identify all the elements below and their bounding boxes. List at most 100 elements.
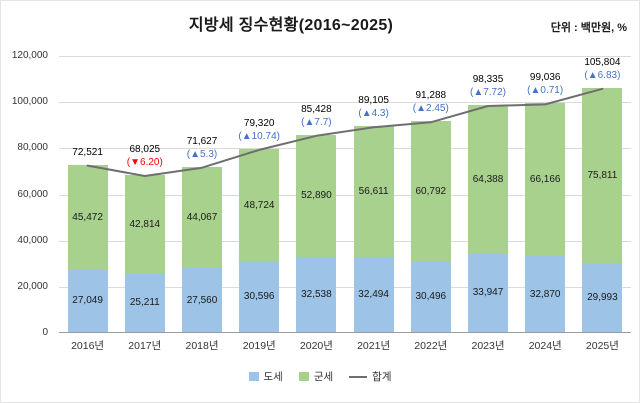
segment-value-label: 44,067 [186,212,218,224]
segment-value-label: 75,811 [587,169,618,181]
x-tick-label: 2021년 [357,340,391,352]
total-label: 72,521 [72,146,103,159]
legend-item-total: 합계 [349,369,391,384]
gunse-segment: 56,611 [353,126,394,257]
gunse-segment: 75,811 [582,87,623,263]
segment-value-label: 64,388 [472,173,504,185]
pct-change-label: (▲6.83) [584,69,621,81]
x-tick-label: 2025년 [585,340,619,352]
gridline [59,56,631,57]
x-tick-label: 2023년 [471,340,505,352]
dose-segment: 27,560 [182,268,222,332]
dose-segment: 32,870 [525,256,566,332]
dose-segment: 30,496 [410,261,451,332]
stacked-bar: 45,472 27,049 [67,164,108,332]
gunse-segment: 48,724 [239,148,280,262]
stacked-bar: 52,890 32,538 [296,134,337,332]
x-axis-line [59,332,631,333]
unit-label: 단위 : 백만원, % [550,22,627,34]
segment-value-label: 30,596 [243,291,275,303]
y-tick-label: 0 [42,327,48,338]
x-tick-label: 2018년 [185,340,219,352]
segment-value-label: 52,890 [301,190,332,202]
total-label: 79,320 (▲10.74) [238,117,280,143]
total-value-label: 72,521 [72,146,103,158]
dose-segment: 25,211 [124,273,165,332]
segment-value-label: 48,724 [243,199,275,211]
stacked-bar: 64,388 33,947 [468,105,508,332]
x-tick-label: 2022년 [414,340,448,352]
pct-change-label: (▲0.71) [527,85,564,97]
gunse-segment: 66,166 [525,103,566,257]
plot-area: 45,472 27,049 42,814 25,211 44,067 27,560 48,7… [59,56,631,333]
x-tick-label: 2019년 [242,340,276,352]
total-value-label: 91,288 [415,90,447,102]
total-value-label: 99,036 [529,72,561,84]
segment-value-label: 60,792 [415,185,447,197]
segment-value-label: 32,870 [529,288,561,300]
total-value-label: 85,428 [301,103,332,115]
stacked-bar: 66,166 32,870 [525,103,566,332]
pct-change-label: (▲2.45) [412,103,449,115]
gunse-series-swatch-icon [298,372,309,381]
gridline [59,286,631,288]
segment-value-label: 33,947 [472,287,504,299]
total-value-label: 68,025 [129,143,161,155]
x-axis: 2016년 2017년 2018년 2019년 2020년 2021년 2022년 2023년… [59,338,631,353]
gunse-segment: 60,792 [410,121,451,262]
total-value-label: 105,804 [584,56,621,68]
legend-label-gunse: 군세 [313,371,334,383]
chart-title: 지방세 징수현황(2016~2025) [188,17,394,34]
y-tick-label: 40,000 [17,234,48,246]
segment-value-label: 42,814 [129,218,161,230]
segment-value-label: 66,166 [529,174,561,186]
total-label: 85,428 (▲7.7) [301,103,332,129]
total-line-swatch-icon [349,375,368,378]
y-tick-label: 100,000 [11,96,48,108]
x-tick-label: 2016년 [71,340,105,352]
segment-value-label: 30,496 [415,291,447,303]
stacked-bar: 42,814 25,211 [124,174,165,332]
total-value-label: 71,627 [186,135,218,147]
segment-value-label: 32,538 [301,288,332,300]
dose-segment: 32,494 [353,257,394,332]
pct-change-label: (▲5.3) [186,148,218,160]
y-tick-label: 120,000 [11,50,48,61]
segment-value-label: 45,472 [72,211,103,223]
stacked-bar: 60,792 30,496 [410,121,451,332]
pct-change-label: (▲7.7) [301,116,332,128]
y-tick-label: 60,000 [17,188,48,200]
gunse-segment: 42,814 [124,174,165,274]
x-tick-label: 2024년 [528,340,562,352]
segment-value-label: 27,560 [186,294,218,306]
total-label: 89,105 (▲4.3) [358,94,389,120]
stacked-bar: 44,067 27,560 [182,166,222,332]
gridline [59,194,631,196]
segment-value-label: 32,494 [358,289,389,300]
total-value-label: 98,335 [472,74,504,86]
segment-value-label: 56,611 [358,186,389,198]
stacked-bar: 56,611 32,494 [353,126,394,332]
dose-segment: 30,596 [239,261,280,332]
y-tick-label: 80,000 [17,142,48,154]
y-axis: 0 20,000 40,000 60,000 80,000 100,000 120,000 [1,50,53,338]
pct-change-label: (▲4.3) [358,108,389,120]
segment-value-label: 25,211 [129,297,160,309]
legend-label-total: 합계 [372,371,392,383]
dose-segment: 29,993 [582,262,623,332]
total-label: 99,036 (▲0.71) [527,71,563,97]
legend: 도세 군세 합계 [1,369,639,384]
pct-change-label: (▲10.74) [238,130,280,142]
pct-change-label: (▼6.20) [126,156,163,168]
pct-change-label: (▲7.72) [469,87,507,99]
legend-label-dose: 도세 [263,371,283,383]
x-tick-label: 2017년 [128,340,162,352]
legend-item-dose: 도세 [248,369,283,384]
total-value-label: 89,105 [358,95,389,107]
gunse-segment: 45,472 [67,164,108,270]
total-label: 98,335 (▲7.72) [470,73,506,99]
gunse-segment: 52,890 [296,134,337,257]
stacked-bar: 75,811 29,993 [582,87,623,332]
dose-segment: 32,538 [296,256,337,332]
x-tick-label: 2020년 [299,340,333,352]
